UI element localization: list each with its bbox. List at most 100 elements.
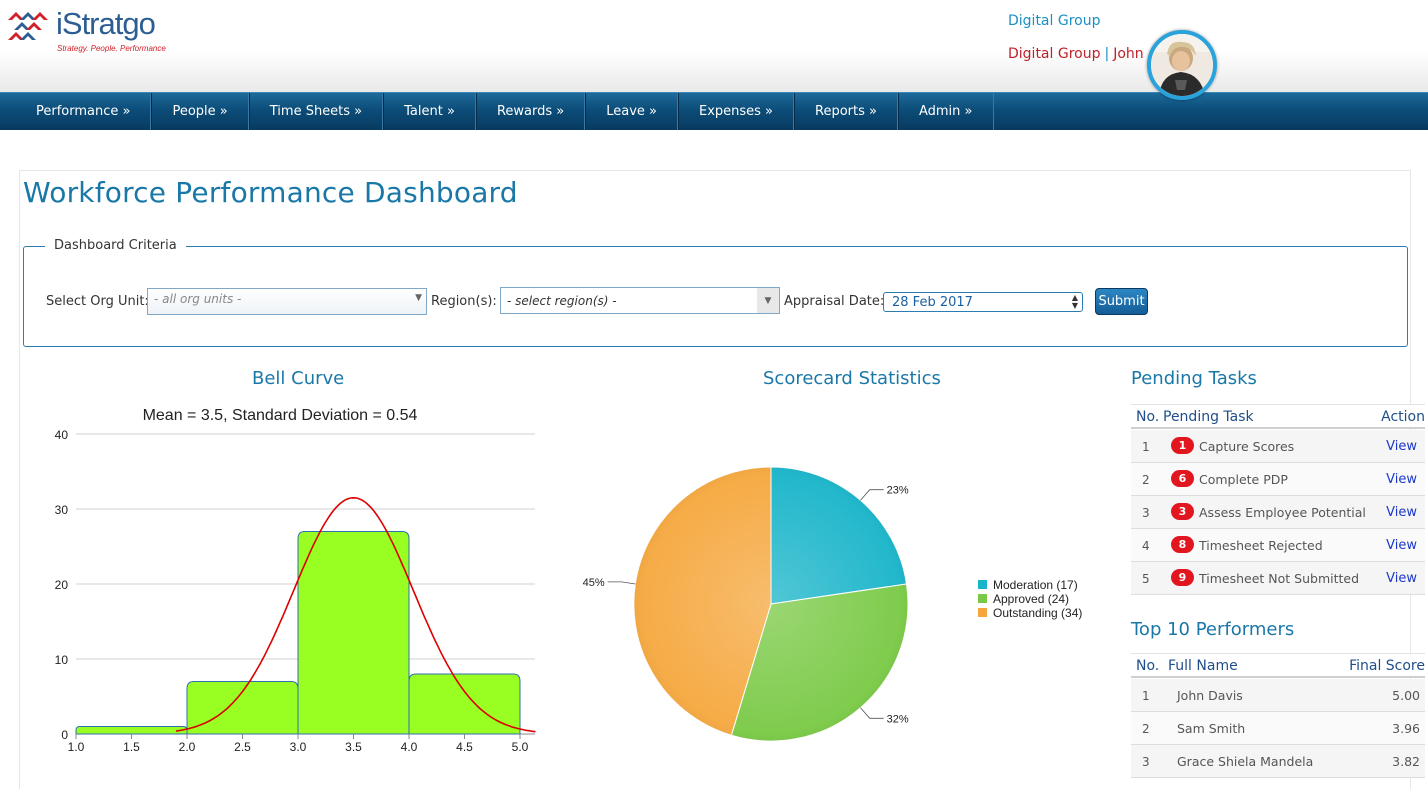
x-tick-label: 3.5 bbox=[345, 740, 362, 754]
nav-rewards[interactable]: Rewards » bbox=[475, 93, 586, 130]
task-name: Capture Scores bbox=[1199, 439, 1295, 454]
appraisal-date-value: 28 Feb 2017 bbox=[892, 294, 973, 310]
logo-mark-icon bbox=[8, 12, 48, 40]
view-link[interactable]: View bbox=[1386, 538, 1417, 553]
scorecard-title: Scorecard Statistics bbox=[763, 368, 941, 389]
view-link[interactable]: View bbox=[1386, 505, 1417, 520]
table-row[interactable]: 3 Grace Shiela Mandela 3.82 bbox=[1131, 745, 1425, 778]
nav-expenses[interactable]: Expenses » bbox=[677, 93, 795, 130]
y-tick-label: 10 bbox=[55, 653, 69, 667]
logo[interactable]: iStratgo Strategy. People. Performance bbox=[6, 4, 176, 54]
pending-col-no: No. bbox=[1136, 409, 1160, 425]
legend-swatch bbox=[978, 580, 987, 589]
user-line: Digital Group | John bbox=[1008, 46, 1144, 62]
y-tick-label: 0 bbox=[61, 728, 68, 742]
page-title: Workforce Performance Dashboard bbox=[23, 176, 518, 209]
pending-col-action: Action bbox=[1381, 409, 1425, 425]
performers-table-header: No. Full Name Final Score bbox=[1131, 653, 1425, 678]
pending-tasks-title: Pending Tasks bbox=[1131, 368, 1257, 389]
legend-label: Moderation (17) bbox=[993, 578, 1078, 592]
task-count-badge: 1 bbox=[1171, 437, 1194, 454]
org-unit-label: Select Org Unit: bbox=[46, 294, 149, 309]
y-tick-label: 40 bbox=[55, 428, 69, 442]
table-row: 1 1 Capture Scores View bbox=[1131, 430, 1425, 463]
pie-gloss bbox=[634, 467, 908, 741]
org-name-link[interactable]: Digital Group bbox=[1008, 13, 1101, 29]
x-tick-label: 1.0 bbox=[68, 740, 85, 754]
brand-name: iStratgo bbox=[56, 6, 156, 41]
legend-swatch bbox=[978, 608, 987, 617]
task-count-badge: 9 bbox=[1171, 569, 1194, 586]
performer-score: 3.96 bbox=[1392, 721, 1420, 736]
performers-col-no: No. bbox=[1136, 658, 1160, 674]
row-number: 1 bbox=[1142, 689, 1150, 703]
view-link[interactable]: View bbox=[1386, 439, 1417, 454]
performers-col-name: Full Name bbox=[1168, 658, 1238, 674]
x-tick-label: 4.0 bbox=[401, 740, 418, 754]
y-tick-label: 20 bbox=[55, 578, 69, 592]
region-label: Region(s): bbox=[431, 294, 497, 309]
task-count-badge: 3 bbox=[1171, 503, 1194, 520]
legend-swatch bbox=[978, 594, 987, 603]
table-row: 4 8 Timesheet Rejected View bbox=[1131, 529, 1425, 562]
pie-label-leader bbox=[607, 581, 636, 585]
histogram-bar bbox=[75, 726, 188, 735]
appraisal-date-input[interactable]: 28 Feb 2017 ▲ ▼ bbox=[883, 292, 1083, 312]
pie-label-leader bbox=[860, 489, 884, 501]
performers-col-score: Final Score bbox=[1349, 658, 1425, 674]
pie-label-leader bbox=[860, 707, 884, 719]
user-name[interactable]: John bbox=[1113, 46, 1144, 62]
histogram-bar bbox=[408, 673, 521, 735]
table-row[interactable]: 1 John Davis 5.00 bbox=[1131, 679, 1425, 712]
dashboard-criteria bbox=[23, 246, 1408, 347]
charts-canvas: Mean = 3.5, Standard Deviation = 0.54 1.… bbox=[55, 407, 1083, 754]
bell-curve-title: Bell Curve bbox=[252, 368, 345, 389]
task-name: Complete PDP bbox=[1199, 472, 1288, 487]
performer-name: John Davis bbox=[1177, 688, 1243, 703]
pie-percent-label: 45% bbox=[583, 577, 605, 589]
row-number: 2 bbox=[1142, 722, 1150, 736]
nav-leave[interactable]: Leave » bbox=[585, 93, 678, 130]
nav-performance[interactable]: Performance » bbox=[16, 93, 152, 130]
table-row[interactable]: 2 Sam Smith 3.96 bbox=[1131, 712, 1425, 745]
table-row: 5 9 Timesheet Not Submitted View bbox=[1131, 562, 1425, 595]
view-link[interactable]: View bbox=[1386, 571, 1417, 586]
y-tick-label: 30 bbox=[55, 503, 69, 517]
region-select[interactable]: - select region(s) - ▼ bbox=[500, 287, 780, 314]
user-org[interactable]: Digital Group bbox=[1008, 46, 1101, 62]
performer-score: 3.82 bbox=[1392, 754, 1420, 769]
submit-button[interactable]: Submit bbox=[1095, 288, 1148, 315]
nav-talent[interactable]: Talent » bbox=[383, 93, 476, 130]
row-number: 4 bbox=[1142, 539, 1150, 553]
spinner-icon[interactable]: ▲ ▼ bbox=[1071, 293, 1078, 310]
nav-admin[interactable]: Admin » bbox=[897, 93, 994, 130]
avatar[interactable] bbox=[1147, 30, 1217, 100]
bell-chart-title: Mean = 3.5, Standard Deviation = 0.54 bbox=[143, 407, 418, 424]
pending-col-task: Pending Task bbox=[1163, 409, 1254, 425]
org-unit-select[interactable]: - all org units - ▼ bbox=[147, 288, 427, 315]
row-number: 3 bbox=[1142, 755, 1150, 769]
pie-percent-label: 32% bbox=[887, 713, 909, 725]
performer-score: 5.00 bbox=[1392, 688, 1420, 703]
performer-name: Grace Shiela Mandela bbox=[1177, 754, 1314, 769]
row-number: 2 bbox=[1142, 473, 1150, 487]
pending-table-header: No. Pending Task Action bbox=[1131, 404, 1425, 429]
user-photo-icon bbox=[1151, 34, 1213, 96]
view-link[interactable]: View bbox=[1386, 472, 1417, 487]
row-number: 5 bbox=[1142, 572, 1150, 586]
nav-people[interactable]: People » bbox=[151, 93, 249, 130]
table-row: 3 3 Assess Employee Potential View bbox=[1131, 496, 1425, 529]
performer-name: Sam Smith bbox=[1177, 721, 1246, 736]
histogram-bar bbox=[297, 531, 410, 735]
legend-label: Approved (24) bbox=[993, 592, 1069, 606]
chevron-down-icon: ▼ bbox=[415, 293, 422, 303]
top-performers-title: Top 10 Performers bbox=[1131, 619, 1295, 640]
nav-time-sheets[interactable]: Time Sheets » bbox=[248, 93, 384, 130]
nav-reports[interactable]: Reports » bbox=[794, 93, 898, 130]
histogram-bar bbox=[186, 681, 299, 735]
row-number: 3 bbox=[1142, 506, 1150, 520]
org-unit-value: - all org units - bbox=[154, 292, 242, 306]
task-count-badge: 8 bbox=[1171, 536, 1194, 553]
x-tick-label: 2.5 bbox=[234, 740, 251, 754]
row-number: 1 bbox=[1142, 440, 1150, 454]
